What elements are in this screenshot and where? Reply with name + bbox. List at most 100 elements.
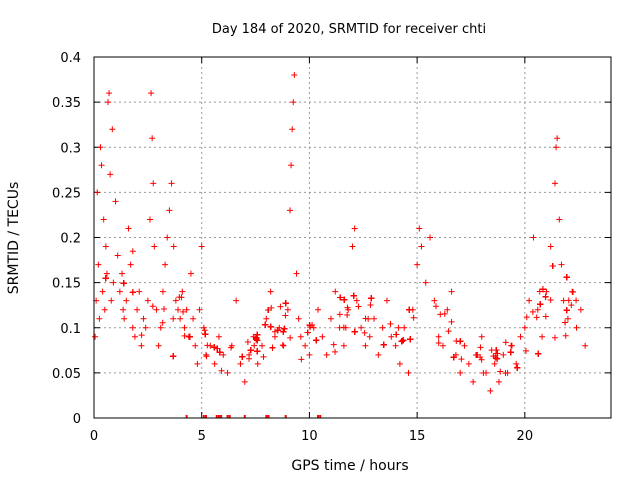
axis-tick-labels: 0 0.05 0.1 0.15 0.2 0.25 0.3 0.35 0.4 0 5 10 15 20 bbox=[52, 51, 533, 444]
data-point bbox=[109, 126, 116, 133]
data-point bbox=[435, 340, 442, 347]
data-point bbox=[554, 135, 561, 142]
data-point bbox=[341, 296, 348, 303]
data-point bbox=[441, 310, 448, 317]
data-point bbox=[123, 297, 130, 304]
data-point bbox=[458, 356, 465, 363]
data-point bbox=[514, 364, 521, 371]
data-point bbox=[302, 342, 309, 349]
data-point bbox=[254, 331, 261, 338]
data-point bbox=[94, 189, 101, 196]
data-point bbox=[267, 288, 274, 295]
data-point bbox=[204, 342, 211, 349]
data-point bbox=[254, 337, 261, 344]
data-point bbox=[332, 288, 339, 295]
x-tick-label: 15 bbox=[409, 429, 426, 444]
data-point bbox=[323, 351, 330, 358]
data-point bbox=[582, 342, 589, 349]
data-point bbox=[237, 360, 244, 367]
data-point bbox=[344, 304, 351, 311]
data-point bbox=[330, 341, 337, 348]
plot-frame bbox=[93, 56, 612, 419]
data-point bbox=[263, 315, 270, 322]
data-point bbox=[383, 297, 390, 304]
data-point bbox=[288, 162, 295, 169]
data-point bbox=[435, 333, 442, 340]
data-point bbox=[366, 333, 373, 340]
data-point bbox=[427, 234, 434, 241]
data-point bbox=[274, 327, 281, 334]
data-point bbox=[534, 306, 541, 313]
data-point bbox=[177, 315, 184, 322]
data-point bbox=[551, 334, 558, 341]
data-point bbox=[422, 279, 429, 286]
data-point bbox=[437, 311, 444, 318]
data-point bbox=[497, 368, 504, 375]
data-point bbox=[551, 180, 558, 187]
data-point bbox=[517, 333, 524, 340]
data-point bbox=[203, 353, 210, 360]
data-point bbox=[535, 350, 542, 357]
data-point bbox=[268, 304, 275, 311]
axis-ticks bbox=[93, 56, 611, 419]
data-point bbox=[396, 360, 403, 367]
data-point bbox=[247, 347, 254, 354]
data-point bbox=[543, 288, 550, 295]
data-point bbox=[180, 308, 187, 315]
y-tick-label: 0.25 bbox=[52, 186, 81, 201]
y-tick-label: 0.3 bbox=[60, 141, 81, 156]
data-point bbox=[150, 180, 157, 187]
data-point bbox=[287, 334, 294, 341]
data-point bbox=[224, 369, 231, 376]
data-point bbox=[351, 328, 358, 335]
y-tick-label: 0.2 bbox=[60, 232, 81, 247]
data-point bbox=[547, 296, 554, 303]
data-point bbox=[164, 234, 171, 241]
data-point bbox=[282, 312, 289, 319]
data-point bbox=[220, 351, 227, 358]
data-point bbox=[187, 270, 194, 277]
data-point bbox=[295, 315, 302, 322]
data-point bbox=[121, 315, 128, 322]
data-point bbox=[478, 333, 485, 340]
data-point bbox=[149, 303, 156, 310]
data-point bbox=[241, 378, 248, 385]
data-point bbox=[281, 325, 288, 332]
data-point bbox=[215, 333, 222, 340]
data-point bbox=[315, 306, 322, 313]
data-point bbox=[457, 338, 464, 345]
data-point bbox=[502, 339, 509, 346]
data-point bbox=[95, 261, 102, 268]
data-point bbox=[542, 293, 549, 300]
data-point bbox=[577, 306, 584, 313]
data-point bbox=[461, 342, 468, 349]
data-point bbox=[375, 351, 382, 358]
data-point bbox=[398, 338, 405, 345]
data-point bbox=[336, 311, 343, 318]
data-point bbox=[102, 275, 109, 282]
data-point bbox=[233, 297, 240, 304]
data-point bbox=[112, 198, 119, 205]
data-point bbox=[351, 225, 358, 232]
data-point bbox=[480, 369, 487, 376]
data-point bbox=[533, 314, 540, 321]
data-point bbox=[439, 342, 446, 349]
data-points bbox=[92, 72, 589, 419]
data-point bbox=[362, 342, 369, 349]
data-point bbox=[569, 289, 576, 296]
data-point bbox=[558, 261, 565, 268]
data-point bbox=[244, 339, 251, 346]
data-point bbox=[457, 369, 464, 376]
y-tick-label: 0.05 bbox=[52, 367, 81, 382]
data-point bbox=[563, 274, 570, 281]
data-point bbox=[172, 297, 179, 304]
data-point bbox=[181, 332, 188, 339]
y-tick-label: 0.4 bbox=[60, 51, 81, 66]
data-point bbox=[267, 323, 274, 330]
data-point bbox=[470, 378, 477, 385]
data-point bbox=[129, 324, 136, 331]
y-axis-label: SRMTID / TECUs bbox=[6, 182, 22, 295]
x-tick-label: 10 bbox=[301, 429, 318, 444]
data-point bbox=[361, 329, 368, 336]
data-point bbox=[500, 351, 507, 358]
